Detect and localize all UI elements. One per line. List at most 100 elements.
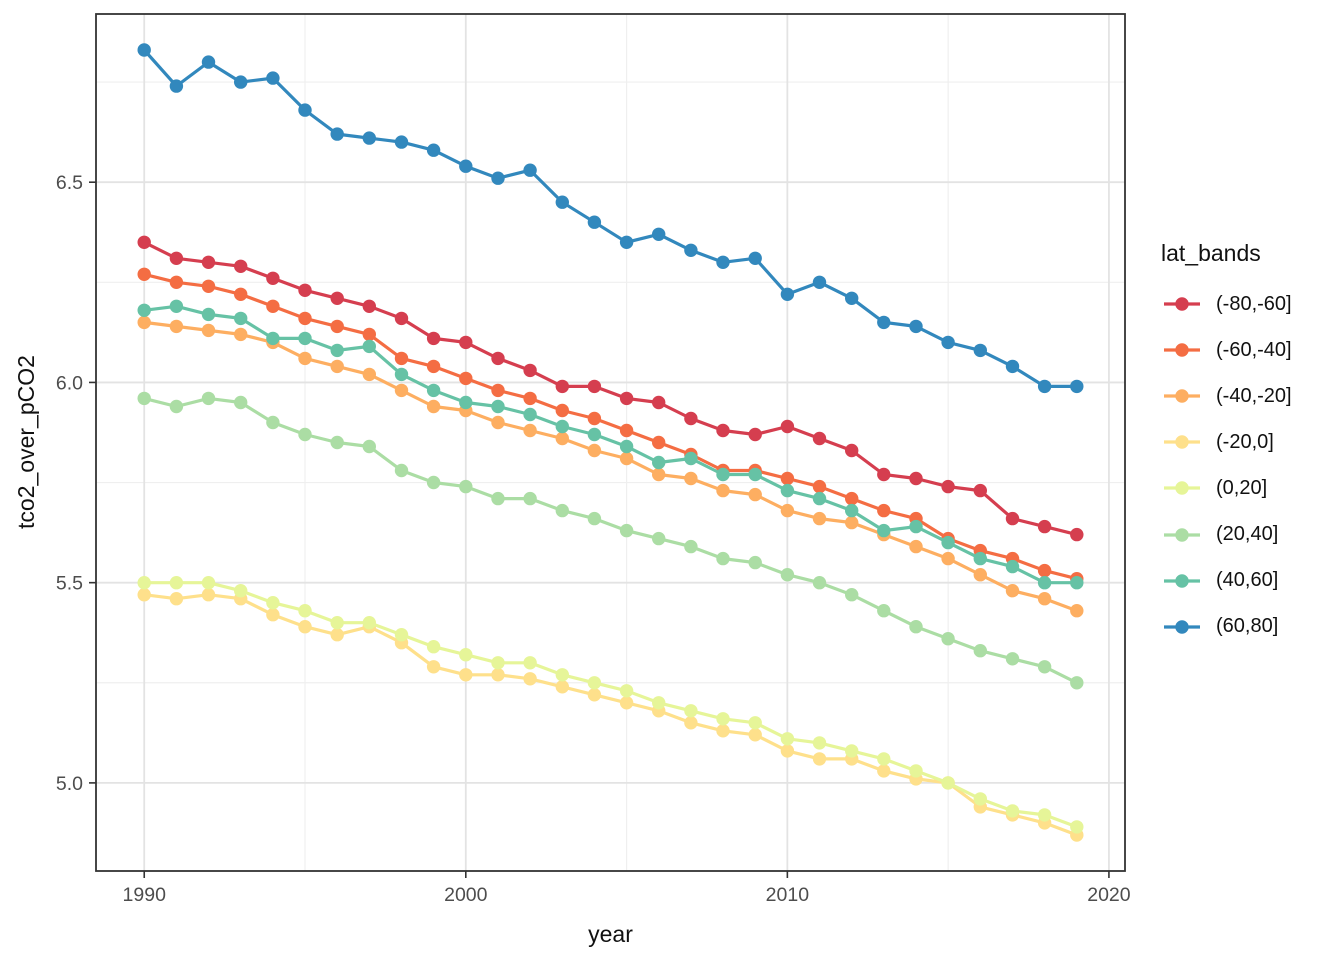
data-point: [780, 471, 795, 486]
legend-label: (-60,-40]: [1216, 338, 1292, 361]
data-point: [491, 399, 505, 414]
data-point: [877, 315, 891, 330]
data-point: [1037, 519, 1052, 534]
legend-label: (-40,-20]: [1216, 384, 1292, 407]
data-point: [137, 315, 151, 330]
data-point: [330, 435, 344, 450]
data-point: [394, 135, 409, 149]
data-point: [266, 271, 280, 285]
series-(0,20]: [137, 576, 1084, 834]
series-(40,60]: [137, 299, 1084, 590]
data-point: [909, 519, 923, 534]
data-point: [619, 451, 634, 466]
data-point: [941, 479, 955, 494]
data-point: [619, 391, 634, 406]
data-point: [780, 744, 795, 758]
data-point: [169, 592, 184, 606]
data-point: [973, 483, 987, 498]
data-point: [330, 127, 344, 141]
data-point: [1037, 660, 1052, 674]
data-point: [812, 752, 827, 766]
data-point: [234, 327, 248, 342]
axes: 1990 2000 2010 2020 5.0 5.5 6.0 6.5: [56, 172, 1131, 906]
data-point: [362, 616, 376, 630]
data-point: [201, 255, 216, 269]
legend-key-icon: [1164, 620, 1200, 634]
series-(60,80]: [137, 43, 1084, 394]
data-point: [909, 319, 923, 334]
data-point: [234, 395, 248, 410]
data-point: [234, 584, 248, 598]
data-point: [845, 744, 859, 758]
data-point: [555, 403, 569, 418]
legend-label: (-80,-60]: [1216, 292, 1292, 315]
data-point: [555, 195, 569, 209]
data-point: [716, 551, 730, 566]
data-point: [426, 331, 441, 346]
data-point: [684, 243, 698, 257]
data-point: [652, 435, 666, 450]
data-point: [877, 467, 891, 482]
data-point: [459, 395, 473, 410]
x-tick-label: 1990: [123, 884, 167, 906]
data-point: [716, 724, 730, 738]
legend-item: (-40,-20]: [1158, 373, 1292, 419]
data-point: [137, 576, 151, 590]
legend-item: (40,60]: [1158, 558, 1292, 604]
legend-key-icon: [1164, 343, 1200, 357]
grid-major: [96, 14, 1125, 871]
data-point: [909, 539, 923, 554]
panel-border: [95, 13, 1126, 872]
data-point: [426, 660, 441, 674]
legend-key-point: [1175, 481, 1189, 496]
data-point: [266, 331, 280, 346]
data-point: [652, 227, 666, 241]
data-point: [266, 299, 280, 313]
data-point: [941, 776, 955, 790]
legend-title: lat_bands: [1161, 240, 1261, 266]
data-point: [523, 363, 537, 378]
data-point: [298, 604, 312, 618]
data-point: [298, 351, 312, 366]
data-point: [973, 343, 987, 358]
data-point: [716, 467, 730, 482]
data-point: [555, 668, 569, 682]
legend-item: (-20,0]: [1158, 419, 1292, 465]
data-point: [619, 523, 634, 538]
data-point: [234, 75, 248, 89]
data-point: [201, 279, 216, 293]
data-point: [201, 307, 216, 322]
legend: lat_bands (-80,-60] (-60,-40] (-40,-20] (-2…: [1158, 240, 1292, 650]
data-point: [587, 411, 602, 426]
data-point: [459, 159, 473, 173]
legend-key-icon: [1164, 481, 1200, 496]
data-point: [1070, 379, 1084, 394]
data-point: [1070, 676, 1084, 690]
legend-item: (60,80]: [1158, 604, 1292, 650]
data-point: [1005, 359, 1020, 374]
data-point: [587, 511, 602, 526]
data-point: [619, 684, 634, 698]
data-point: [909, 764, 923, 778]
data-point: [137, 391, 151, 406]
data-point: [619, 235, 634, 249]
legend-key-icon: [1164, 389, 1200, 403]
data-point: [780, 419, 795, 434]
data-point: [684, 451, 698, 466]
data-point: [298, 620, 312, 634]
data-point: [1070, 576, 1084, 590]
data-point: [266, 71, 280, 85]
data-point: [523, 423, 537, 438]
data-point: [298, 103, 312, 117]
data-point: [137, 43, 151, 57]
legend-item: (20,40]: [1158, 511, 1292, 557]
data-point: [394, 383, 409, 398]
data-point: [780, 732, 795, 746]
data-point: [362, 367, 376, 382]
data-point: [426, 475, 441, 490]
data-point: [684, 539, 698, 554]
data-point: [780, 503, 795, 518]
y-axis-title: tco2_over_pCO2: [13, 355, 39, 529]
